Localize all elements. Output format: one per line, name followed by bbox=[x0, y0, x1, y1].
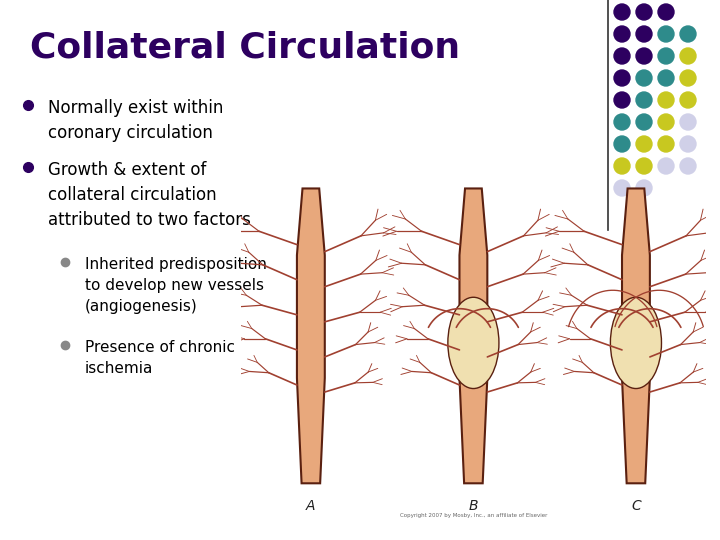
Circle shape bbox=[636, 158, 652, 174]
Text: Normally exist within
coronary circulation: Normally exist within coronary circulati… bbox=[48, 99, 223, 142]
Text: B: B bbox=[469, 499, 478, 513]
Text: Presence of chronic
ischemia: Presence of chronic ischemia bbox=[85, 340, 235, 376]
Circle shape bbox=[636, 26, 652, 42]
Circle shape bbox=[658, 70, 674, 86]
Circle shape bbox=[636, 180, 652, 196]
Circle shape bbox=[614, 4, 630, 20]
Circle shape bbox=[636, 48, 652, 64]
Circle shape bbox=[658, 26, 674, 42]
Polygon shape bbox=[622, 188, 650, 483]
Circle shape bbox=[658, 48, 674, 64]
Circle shape bbox=[680, 26, 696, 42]
Text: Copyright 2007 by Mosby, Inc., an affiliate of Elsevier: Copyright 2007 by Mosby, Inc., an affili… bbox=[400, 513, 547, 518]
Circle shape bbox=[680, 158, 696, 174]
Circle shape bbox=[614, 92, 630, 108]
Circle shape bbox=[614, 26, 630, 42]
Circle shape bbox=[680, 70, 696, 86]
Circle shape bbox=[614, 48, 630, 64]
Circle shape bbox=[658, 114, 674, 130]
Circle shape bbox=[614, 70, 630, 86]
Circle shape bbox=[636, 70, 652, 86]
Ellipse shape bbox=[611, 297, 662, 389]
Circle shape bbox=[636, 4, 652, 20]
Circle shape bbox=[680, 48, 696, 64]
Circle shape bbox=[636, 136, 652, 152]
Circle shape bbox=[680, 136, 696, 152]
Text: Inherited predisposition
to develop new vessels
(angiogenesis): Inherited predisposition to develop new … bbox=[85, 257, 267, 314]
Ellipse shape bbox=[448, 297, 499, 389]
Circle shape bbox=[658, 158, 674, 174]
Circle shape bbox=[658, 92, 674, 108]
Circle shape bbox=[658, 136, 674, 152]
Circle shape bbox=[636, 92, 652, 108]
Circle shape bbox=[614, 180, 630, 196]
Polygon shape bbox=[459, 188, 487, 483]
Text: C: C bbox=[631, 499, 641, 513]
Circle shape bbox=[680, 92, 696, 108]
Text: A: A bbox=[306, 499, 315, 513]
Circle shape bbox=[658, 4, 674, 20]
Circle shape bbox=[636, 114, 652, 130]
Polygon shape bbox=[297, 188, 325, 483]
Circle shape bbox=[614, 136, 630, 152]
Text: Growth & extent of
collateral circulation
attributed to two factors: Growth & extent of collateral circulatio… bbox=[48, 161, 251, 229]
Text: Collateral Circulation: Collateral Circulation bbox=[30, 30, 460, 64]
Circle shape bbox=[614, 158, 630, 174]
Circle shape bbox=[680, 114, 696, 130]
Circle shape bbox=[614, 114, 630, 130]
